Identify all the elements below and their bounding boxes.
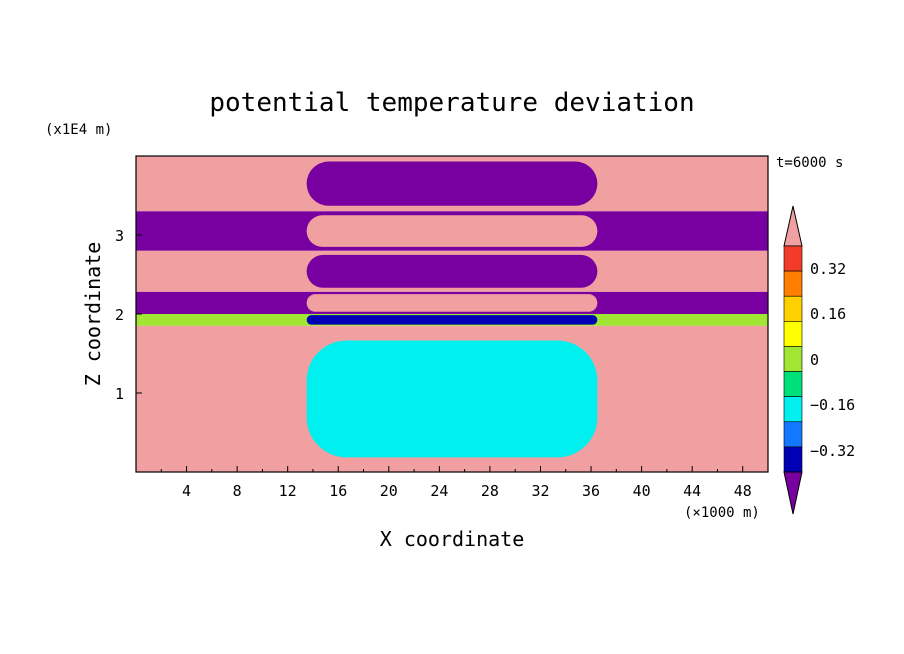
colorbar-box <box>783 346 803 372</box>
x-tick-label: 20 <box>380 482 398 500</box>
contour-band-core-4 <box>306 315 598 325</box>
x-tick-label: 32 <box>531 482 549 500</box>
x-unit-label: (×1000 m) <box>684 505 760 521</box>
x-tick-label: 4 <box>182 482 191 500</box>
colorbar-label: −0.32 <box>810 442 855 460</box>
contour-band-core-3 <box>306 294 598 312</box>
x-tick-label: 16 <box>329 482 347 500</box>
colorbar-box <box>783 245 803 272</box>
y-tick-label: 1 <box>115 385 124 403</box>
x-tick-label: 40 <box>633 482 651 500</box>
chart-title: potential temperature deviation <box>209 88 694 118</box>
x-tick-label: 48 <box>734 482 752 500</box>
y-unit-label: (x1E4 m) <box>45 122 112 138</box>
colorbar-box <box>783 295 803 322</box>
colorbar-box <box>783 446 803 473</box>
y-tick-label: 3 <box>115 227 124 245</box>
colorbar-box <box>783 321 803 347</box>
y-tick-label: 2 <box>115 306 124 324</box>
x-axis-label: X coordinate <box>380 527 525 551</box>
y-axis-ticks: 1 2 3 <box>115 227 142 403</box>
contour-band-core-2 <box>306 254 598 288</box>
contour-plot-area <box>136 156 768 472</box>
colorbar: 0.32 0.16 0 −0.16 −0.32 <box>783 205 855 515</box>
x-tick-label: 36 <box>582 482 600 500</box>
x-tick-label: 24 <box>430 482 448 500</box>
time-label: t=6000 s <box>776 155 843 171</box>
contour-band-core-1 <box>306 215 598 247</box>
x-tick-label: 8 <box>233 482 242 500</box>
colorbar-box <box>783 396 803 423</box>
contour-band-core-0 <box>306 161 598 206</box>
contour-band-core-5 <box>306 340 598 458</box>
colorbar-box <box>783 270 803 297</box>
colorbar-box <box>783 371 803 397</box>
y-axis-label: Z coordinate <box>81 242 105 387</box>
colorbar-label: 0.16 <box>810 305 846 323</box>
x-axis-ticks: 4 8 12 16 20 24 28 32 36 40 44 48 <box>160 466 769 500</box>
colorbar-label: −0.16 <box>810 396 855 414</box>
x-tick-label: 28 <box>481 482 499 500</box>
colorbar-bottom-triangle <box>783 471 803 515</box>
colorbar-label: 0 <box>810 351 819 369</box>
colorbar-label: 0.32 <box>810 260 846 278</box>
colorbar-top-triangle <box>783 205 803 247</box>
x-tick-label: 44 <box>683 482 701 500</box>
x-tick-label: 12 <box>279 482 297 500</box>
colorbar-box <box>783 421 803 448</box>
